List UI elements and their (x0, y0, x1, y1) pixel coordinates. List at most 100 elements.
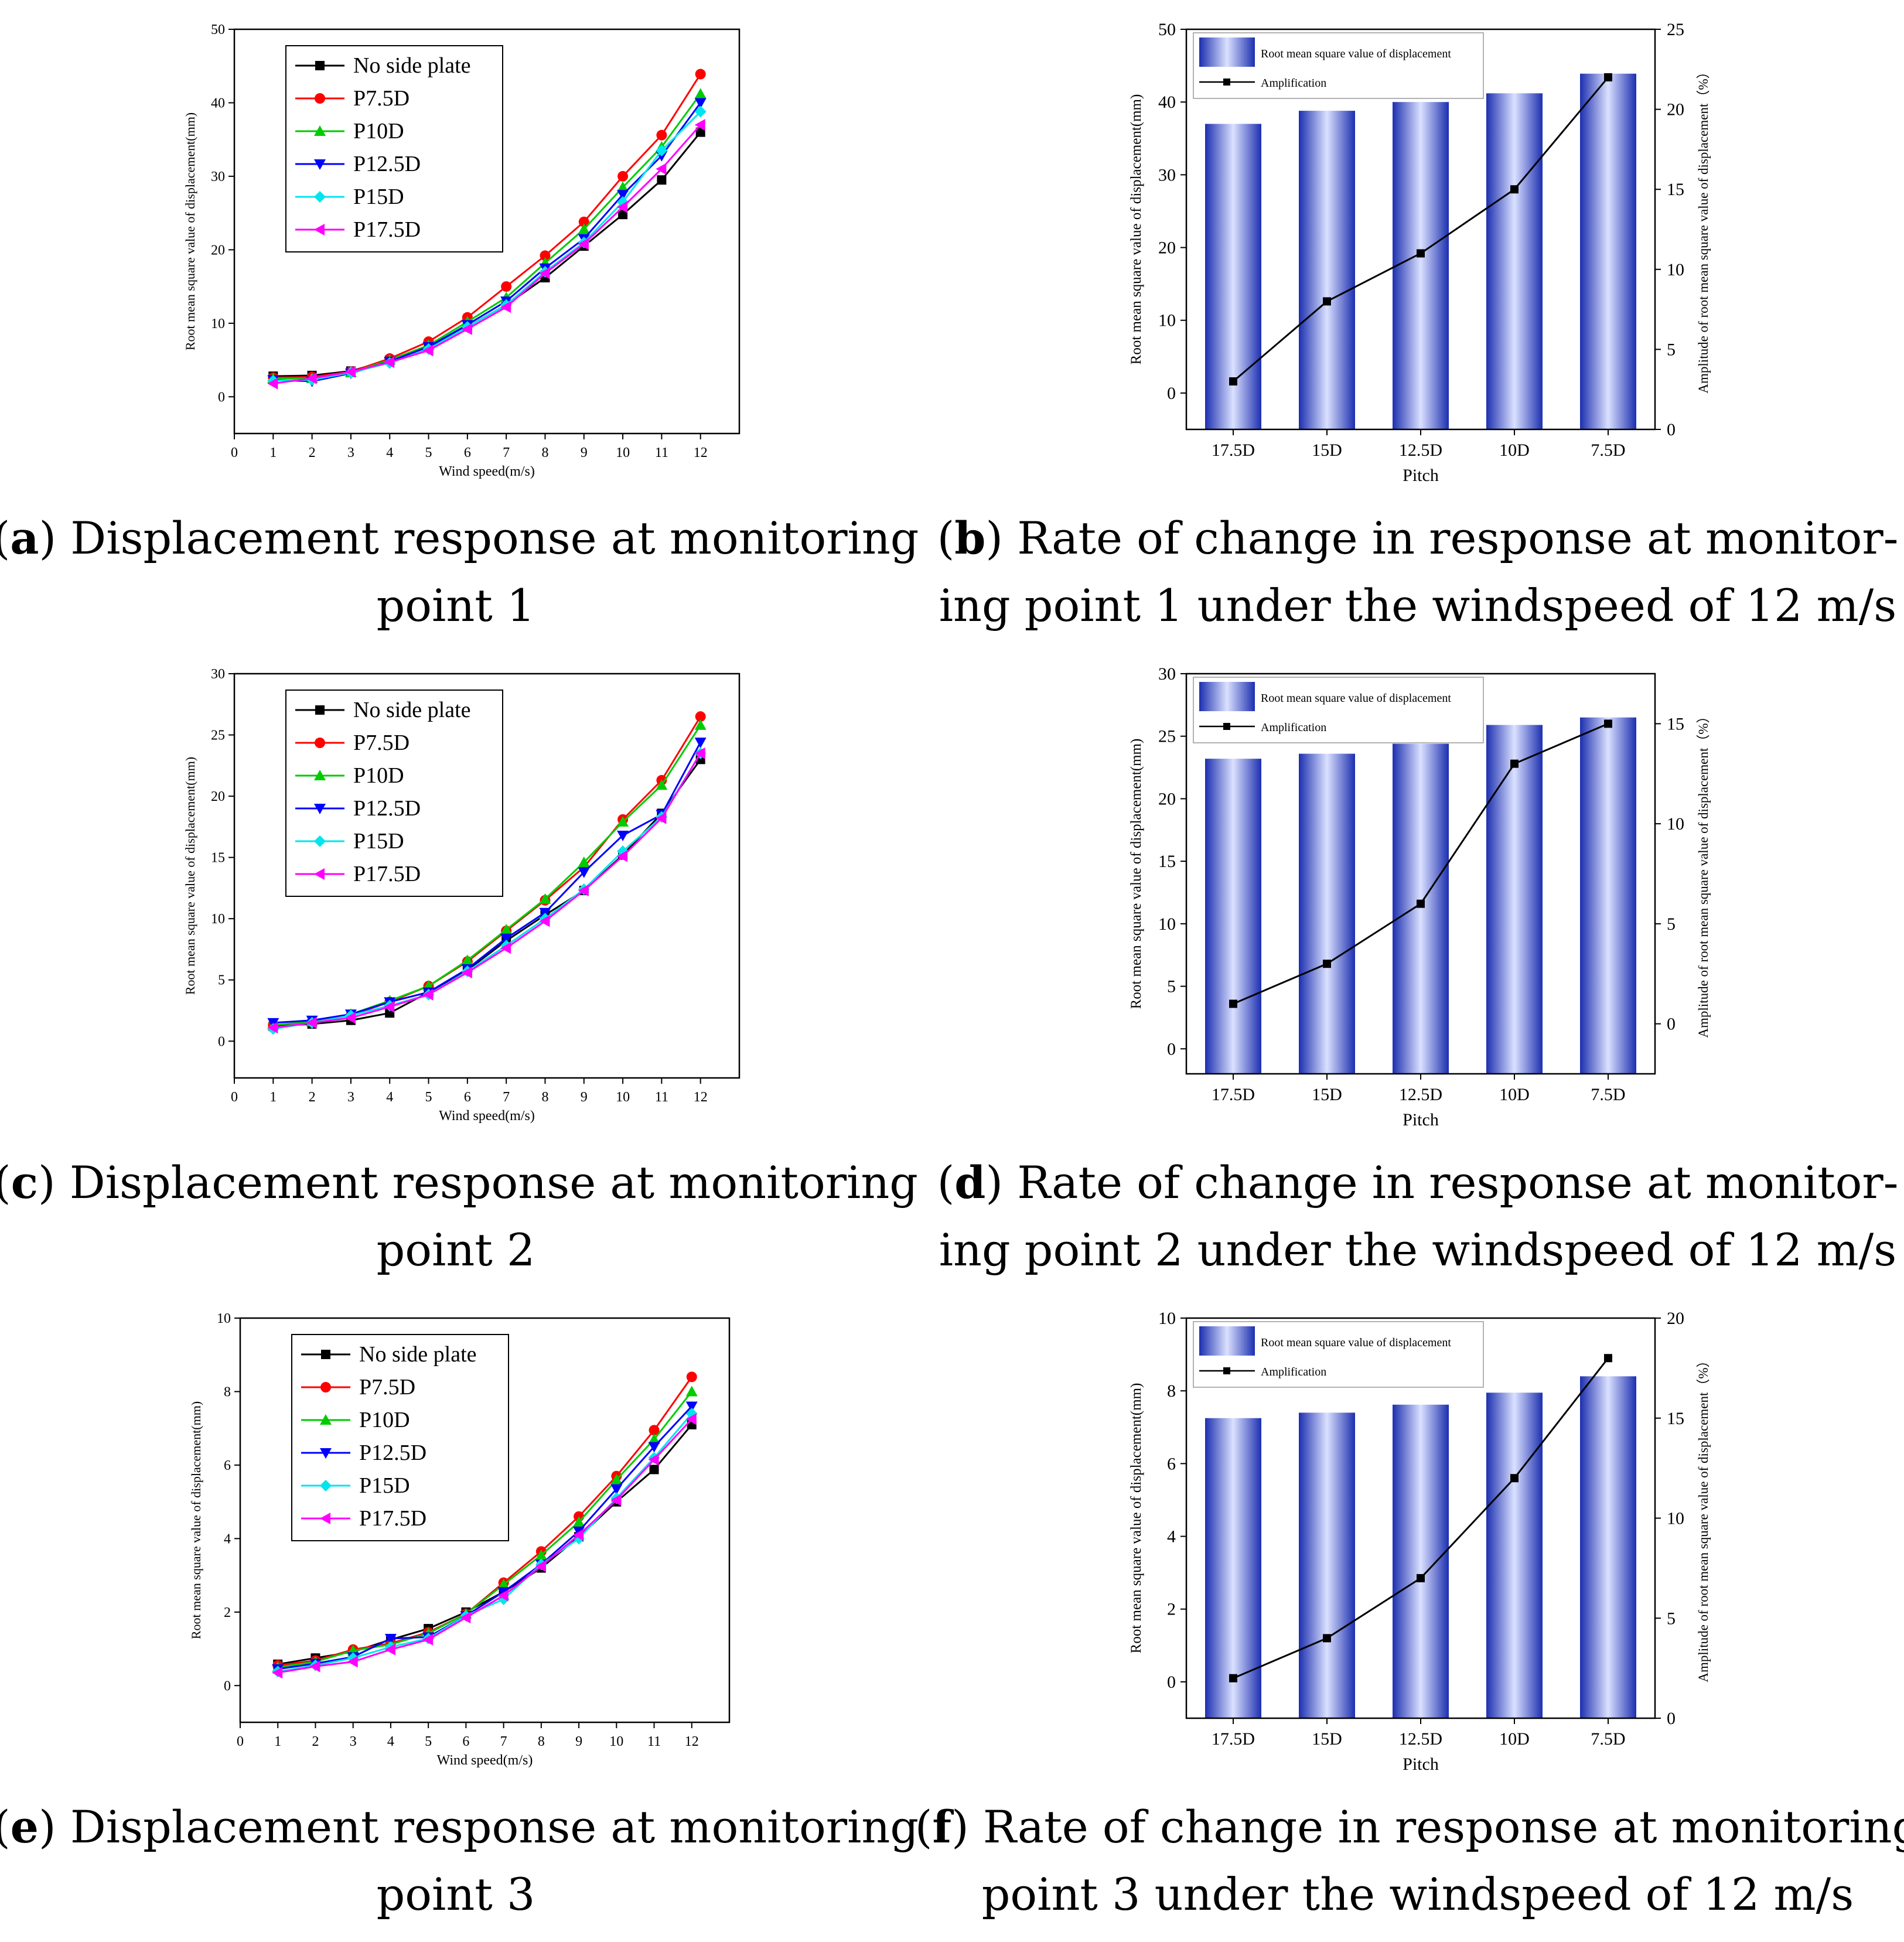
bar-15D (1299, 1412, 1355, 1718)
x-tick-label: 7.5D (1591, 441, 1625, 460)
x-tick-label: 6 (464, 445, 471, 460)
y-tick-label: 50 (1158, 20, 1176, 39)
legend-label: P17.5D (359, 1506, 426, 1531)
data-point (578, 223, 590, 234)
amplification-point (1229, 1674, 1237, 1682)
data-point (539, 893, 551, 904)
data-point (573, 1529, 584, 1541)
data-point (500, 924, 513, 934)
legend-marker (320, 1480, 332, 1492)
legend-label: P12.5D (353, 796, 421, 821)
data-point (497, 1578, 510, 1589)
data-point (535, 1549, 547, 1560)
legend-marker (315, 738, 325, 748)
series-line-No side plate (273, 759, 701, 1028)
y2-axis-label: Amplitude of root mean square value of d… (1696, 709, 1711, 1037)
data-point (384, 356, 395, 368)
data-point (694, 119, 705, 131)
data-point (656, 812, 667, 824)
y2-axis-label: Amplitude of root mean square value of d… (1696, 65, 1711, 393)
y-axis-label: Root mean square value of displacement(m… (183, 757, 197, 995)
y-tick-label: 6 (224, 1458, 231, 1473)
x-tick-label: 17.5D (1212, 1729, 1255, 1749)
data-point (500, 301, 511, 313)
data-point (539, 267, 550, 279)
bar-10D (1486, 93, 1543, 429)
y2-tick-label: 0 (1667, 420, 1676, 439)
data-point (694, 747, 705, 759)
data-point (384, 1633, 397, 1644)
data-point (461, 954, 473, 965)
legend-bar-swatch (1199, 1326, 1255, 1356)
data-point (648, 1442, 660, 1453)
series-line-P12.5D (278, 1405, 692, 1670)
data-point (685, 1413, 697, 1425)
bar-12.5D (1393, 1404, 1449, 1718)
data-point (686, 1371, 697, 1383)
y-tick-label: 40 (211, 95, 225, 111)
x-tick-label: 6 (464, 1090, 471, 1105)
y-axis-label: Root mean square value of displacement(m… (189, 1401, 203, 1639)
y-tick-label: 15 (211, 851, 225, 866)
x-axis-label: Pitch (1403, 466, 1439, 485)
x-tick-label: 2 (309, 1090, 316, 1105)
legend-label: P10D (353, 119, 404, 144)
caption-letter: b (954, 512, 985, 564)
x-axis-label: Wind speed(m/s) (439, 464, 535, 479)
data-point (617, 170, 629, 182)
caption-line-2: point 1 (377, 579, 535, 632)
x-tick-label: 5 (425, 445, 432, 460)
y2-tick-label: 20 (1667, 100, 1684, 120)
y-tick-label: 10 (211, 912, 225, 927)
legend-label: P17.5D (353, 217, 421, 242)
data-point (384, 1643, 395, 1656)
amplification-point (1417, 249, 1425, 258)
legend-box (291, 1334, 509, 1541)
x-tick-label: 10D (1499, 1729, 1530, 1749)
data-point (695, 69, 706, 80)
caption-line-2: point 3 (377, 1868, 535, 1920)
data-point (306, 1016, 317, 1029)
legend-bar-swatch (1199, 682, 1255, 711)
y-tick-label: 25 (1158, 727, 1176, 746)
y-tick-label: 10 (217, 1311, 231, 1326)
y-axis-label: Root mean square value of displacement(m… (1128, 739, 1144, 1009)
amplification-point (1604, 1354, 1612, 1363)
y-axis-label: Root mean square value of displacement(m… (1128, 1383, 1144, 1654)
data-point (617, 181, 629, 192)
series-line-P17.5D (277, 1418, 692, 1674)
x-tick-label: 7.5D (1591, 1729, 1625, 1749)
bar-10D (1486, 1392, 1543, 1718)
y2-tick-label: 0 (1667, 1015, 1676, 1034)
data-point (694, 738, 707, 749)
x-tick-label: 4 (386, 1090, 393, 1105)
bar-chart-b: 0 10 20 30 40 50 0 5 10 15 20 25 17.5D 15D 12.5D 10D 7.5… (1128, 20, 1711, 485)
y-tick-label: 20 (1158, 238, 1176, 258)
bar-10D (1486, 725, 1543, 1074)
plot-frame (233, 673, 741, 1079)
bar-12.5D (1393, 743, 1449, 1074)
data-point (578, 238, 589, 250)
y2-tick-label: 25 (1667, 20, 1684, 39)
data-point (657, 175, 667, 185)
y-tick-label: 4 (1167, 1527, 1176, 1547)
caption-paren: ( (915, 1801, 933, 1853)
legend-marker (314, 224, 325, 236)
caption-paren: ( (0, 1156, 11, 1209)
y-tick-label: 10 (211, 316, 225, 332)
caption-paren: ( (0, 1801, 11, 1853)
y-tick-label: 2 (224, 1605, 231, 1620)
x-tick-label: 10D (1499, 441, 1530, 460)
data-point (422, 1633, 434, 1646)
bar-17.5D (1205, 1418, 1261, 1718)
y2-tick-label: 5 (1667, 340, 1676, 359)
x-tick-label: 1 (269, 445, 277, 460)
x-tick-label: 7 (503, 445, 510, 460)
x-tick-label: 17.5D (1212, 1085, 1255, 1104)
y-tick-label: 5 (218, 973, 225, 988)
data-point (649, 1425, 660, 1436)
data-point (539, 915, 550, 927)
y-tick-label: 40 (1158, 93, 1176, 112)
x-tick-label: 0 (231, 1090, 238, 1105)
legend-marker (314, 191, 326, 203)
